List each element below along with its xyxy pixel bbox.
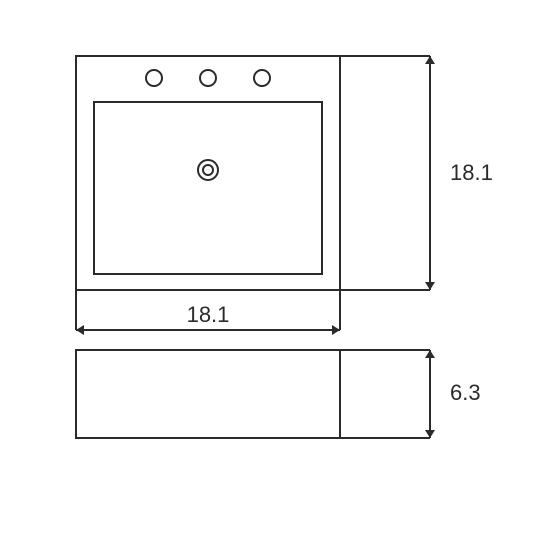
dim-height-front: 6.3 [340, 350, 481, 438]
arrowhead-icon [425, 430, 435, 438]
drain-inner [203, 165, 213, 175]
arrowhead-icon [76, 325, 84, 335]
top-basin-rect [94, 102, 322, 274]
dim-width: 18.1 [76, 290, 340, 335]
arrowhead-icon [425, 350, 435, 358]
arrowhead-icon [425, 282, 435, 290]
dim-label: 18.1 [450, 160, 493, 185]
dim-height-top: 18.1 [340, 56, 493, 290]
front-view [76, 350, 340, 438]
arrowhead-icon [425, 56, 435, 64]
faucet-hole-icon [200, 70, 216, 86]
faucet-hole-icon [146, 70, 162, 86]
dim-label: 18.1 [187, 302, 230, 327]
drain-outer [198, 160, 218, 180]
dim-label: 6.3 [450, 380, 481, 405]
top-outer-rect [76, 56, 340, 290]
faucet-hole-icon [254, 70, 270, 86]
front-outer-rect [76, 350, 340, 438]
arrowhead-icon [332, 325, 340, 335]
faucet-holes [146, 70, 270, 86]
drain-icon [198, 160, 218, 180]
sink-dimension-diagram: 18.1 18.1 6.3 [0, 0, 550, 550]
top-view [76, 56, 340, 290]
